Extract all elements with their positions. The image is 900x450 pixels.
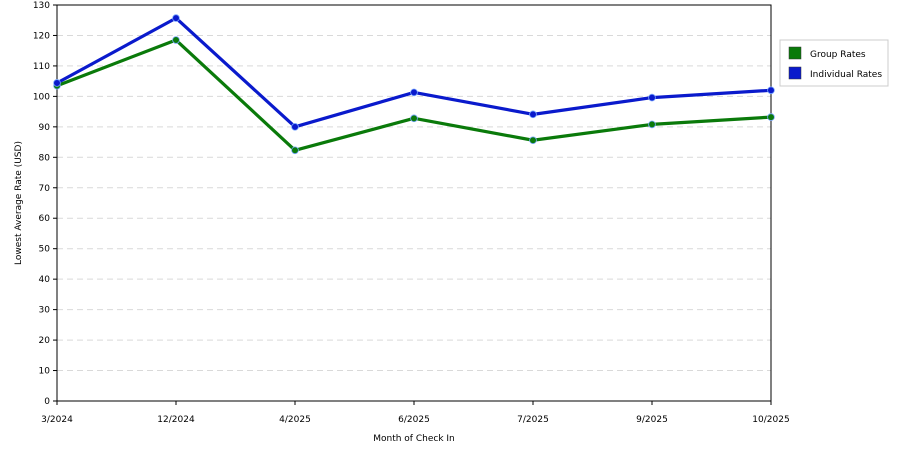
y-tick-label: 30	[39, 306, 51, 316]
individual-rates-point	[767, 86, 775, 95]
group-rates-point	[410, 114, 418, 123]
legend: Group Rates Individual Rates	[779, 39, 889, 87]
x-tick-label: 7/2025	[517, 415, 549, 425]
y-tick-label: 20	[39, 336, 51, 346]
legend-swatch-individual-rates	[788, 66, 802, 80]
y-tick-label: 70	[39, 184, 51, 194]
legend-swatch-group-rates	[788, 46, 802, 60]
y-tick-label: 110	[33, 62, 50, 72]
group-rates-point	[291, 146, 299, 155]
x-axis-ticks: 3/2024 12/2024 4/2025 6/2025 7/2025 9/2025 10/…	[41, 401, 790, 425]
x-tick-label: 6/2025	[398, 415, 430, 425]
individual-rates-point	[172, 14, 180, 22]
legend-label-group-rates: Group Rates	[810, 50, 866, 60]
y-tick-label: 10	[39, 367, 51, 377]
group-rates-point	[529, 136, 537, 145]
individual-rates-point	[648, 93, 656, 102]
y-tick-label: 40	[39, 275, 51, 285]
individual-rates-point	[53, 79, 61, 87]
y-axis-ticks: 0 10 20 30 40 50 60 70 80 90 100 110 120 130	[33, 1, 57, 407]
y-tick-label: 120	[33, 31, 50, 41]
x-tick-label: 4/2025	[279, 415, 311, 425]
axes	[56, 4, 772, 402]
plot-area-border	[56, 4, 772, 402]
x-tick-label: 9/2025	[636, 415, 668, 425]
individual-rates-point	[529, 110, 537, 119]
individual-rates-point	[410, 88, 418, 97]
legend-label-individual-rates: Individual Rates	[810, 70, 882, 80]
y-axis-title: Lowest Average Rate (USD)	[14, 141, 24, 265]
x-tick-label: 12/2024	[157, 415, 195, 425]
y-tick-label: 130	[33, 1, 50, 11]
x-tick-label: 10/2025	[752, 415, 789, 425]
y-tick-label: 50	[39, 245, 51, 255]
individual-rates-line	[55, 16, 773, 129]
group-rates-point	[767, 113, 775, 121]
y-tick-label: 60	[39, 214, 51, 224]
individual-rates-point	[291, 123, 299, 131]
group-rates-point	[172, 36, 180, 44]
group-rates-point	[648, 120, 656, 129]
y-tick-label: 0	[44, 397, 50, 407]
y-tick-label: 80	[39, 153, 51, 163]
series-lines	[53, 14, 775, 155]
y-tick-label: 90	[39, 123, 51, 133]
x-axis-title: Month of Check In	[373, 434, 455, 444]
x-tick-label: 3/2024	[41, 415, 73, 425]
grid-lines	[57, 34, 771, 372]
y-tick-label: 100	[33, 92, 50, 102]
